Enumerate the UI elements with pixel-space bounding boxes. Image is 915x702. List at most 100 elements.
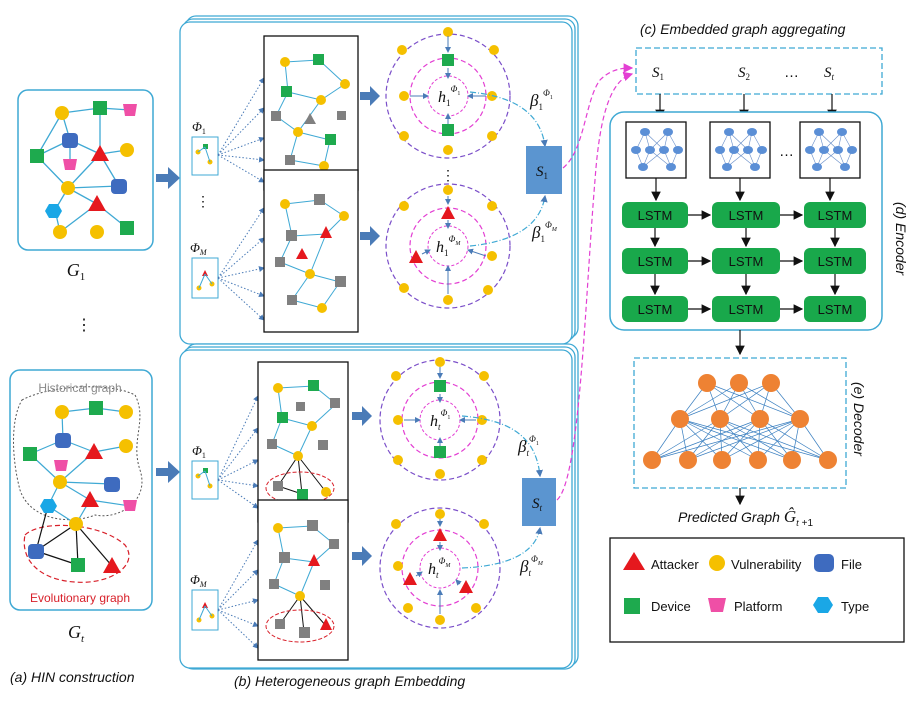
attacker-node — [81, 491, 99, 507]
file-node — [111, 179, 127, 194]
agg-ellipsis: … — [784, 64, 799, 81]
st-label: St — [532, 496, 543, 513]
device-node — [23, 447, 37, 461]
s1-box — [526, 146, 562, 194]
gt-label: Gt — [68, 622, 85, 645]
lstm-label: LSTM — [638, 302, 673, 317]
st-box — [522, 478, 556, 526]
type-legend-icon — [813, 597, 833, 613]
decoder-edge — [721, 418, 761, 461]
platform-node — [123, 104, 137, 116]
lstm-cell — [712, 202, 780, 228]
decoder-node — [698, 374, 716, 392]
arrow-a-to-b-top — [156, 167, 180, 189]
file-legend-icon — [814, 554, 834, 572]
lstm-cell — [712, 296, 780, 322]
device-node — [89, 401, 103, 415]
metapath-phim-box-bottom — [191, 589, 219, 631]
vulnerability-node — [55, 405, 69, 419]
attacker-node — [103, 557, 121, 573]
decoder-edge — [719, 382, 772, 420]
legend-attacker: Attacker — [651, 557, 699, 572]
lstm-label: LSTM — [818, 302, 853, 317]
decoder-edge — [738, 382, 801, 420]
decoder-edge — [679, 418, 793, 461]
lstm-grid: LSTM LSTM LSTM LSTM LSTM LSTM LSTM LSTM … — [622, 202, 866, 322]
lstm-cell — [622, 248, 688, 274]
gt-box — [9, 369, 153, 611]
decoder-node — [751, 410, 769, 428]
fan-lines-bottom — [217, 395, 259, 649]
vulnerability-legend-icon — [709, 555, 725, 571]
g1-label: G1 — [67, 260, 86, 283]
decoder-edge — [679, 418, 829, 461]
lstm-cell — [622, 202, 688, 228]
decoder-node — [671, 410, 689, 428]
lstm-label: LSTM — [638, 208, 673, 223]
decoder-edge — [719, 418, 759, 461]
vulnerability-node — [69, 517, 83, 531]
ring-embedding-phim-t1: h1ΦM — [385, 183, 511, 309]
file-node — [62, 133, 78, 148]
lstm-cell — [622, 296, 688, 322]
decoder-node — [783, 451, 801, 469]
attacker-node — [88, 195, 106, 211]
decoder-node — [643, 451, 661, 469]
decoder-node — [730, 374, 748, 392]
decoder-node — [791, 410, 809, 428]
caption-d: (d) Encoder — [893, 202, 909, 276]
decoder-node — [749, 451, 767, 469]
decoder-edge — [679, 418, 759, 461]
lstm-label: LSTM — [729, 302, 764, 317]
decoder-edge — [719, 418, 829, 461]
device-node — [30, 149, 44, 163]
lstm-cell — [804, 202, 866, 228]
file-node — [55, 433, 71, 448]
vulnerability-node — [119, 439, 133, 453]
arrow-a-to-b-bottom — [156, 461, 180, 483]
decoder-edge — [679, 382, 740, 420]
st-to-aggregator-link — [556, 71, 634, 501]
decoder-node — [713, 451, 731, 469]
legend: Attacker Vulnerability File Device Platf… — [609, 537, 905, 643]
lstm-label: LSTM — [729, 208, 764, 223]
hin-panel: G1 ⋮ Historical graph — [9, 89, 154, 685]
legend-device: Device — [651, 599, 691, 614]
lstm-cell — [804, 296, 866, 322]
metapath-phim-box — [191, 257, 219, 299]
agg-st: St — [824, 65, 835, 82]
decoder-node — [762, 374, 780, 392]
historical-graph-label: Historical graph — [38, 381, 121, 395]
platform-node — [123, 500, 137, 511]
aggregating-inputs-box — [635, 47, 883, 95]
vulnerability-node — [61, 181, 75, 195]
legend-platform: Platform — [734, 599, 782, 614]
decoder-edge — [651, 418, 761, 461]
gt-nodes — [23, 401, 137, 573]
decoder-edges — [651, 382, 829, 461]
type-node — [45, 204, 62, 218]
decoder-edge — [757, 418, 801, 461]
legend-box — [609, 537, 905, 643]
metapath-phi1-box — [191, 136, 219, 176]
vulnerability-node — [53, 225, 67, 239]
platform-node — [54, 460, 68, 471]
decoder-edge — [651, 418, 721, 461]
hin-vdots: ⋮ — [76, 317, 92, 334]
caption-e: (e) Decoder — [851, 382, 867, 457]
decoder-edge — [651, 418, 801, 461]
file-node — [104, 477, 120, 492]
attacker-node — [85, 443, 103, 459]
decoder-edge — [759, 418, 829, 461]
decoder-edge — [706, 382, 801, 420]
evolutionary-graph-label: Evolutionary graph — [30, 591, 130, 605]
legend-type: Type — [841, 599, 869, 614]
legend-vulnerability: Vulnerability — [731, 557, 802, 572]
lstm-label: LSTM — [818, 254, 853, 269]
vdots-b-1: ⋮ — [196, 193, 210, 209]
decoder-edge — [679, 418, 723, 461]
vulnerability-node — [55, 106, 69, 120]
caption-b: (b) Heterogeneous graph Embedding — [234, 673, 465, 689]
decoder-edge — [687, 418, 761, 461]
